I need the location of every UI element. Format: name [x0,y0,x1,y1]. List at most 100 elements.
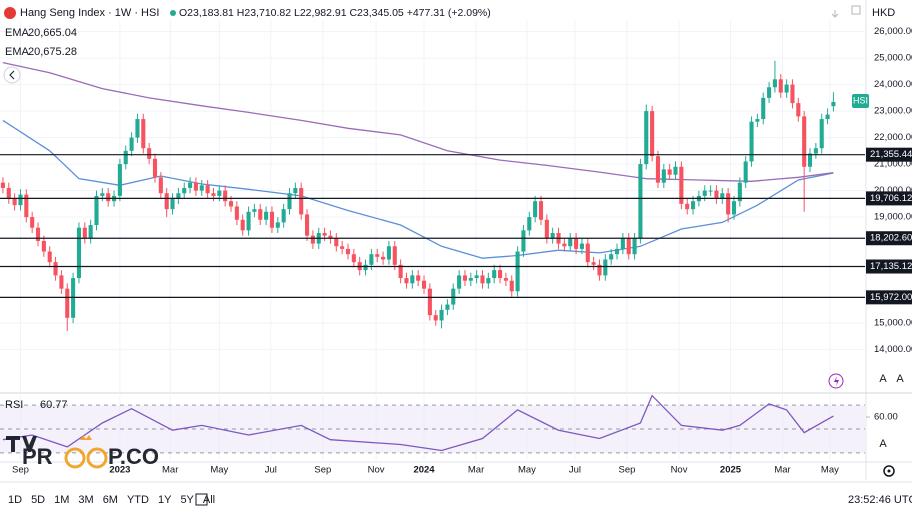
range-button[interactable]: 3M [78,494,93,506]
candle-body [673,166,678,175]
candle-body [117,164,122,196]
level-label-bg [866,290,912,305]
candle-body [691,201,696,210]
candle-body [498,270,503,279]
range-button[interactable]: All [203,494,215,506]
candle-body [562,243,567,247]
candle-body [544,219,549,239]
range-button[interactable]: 5D [31,494,45,506]
x-tick-label: Jul [265,465,277,476]
candle-body [614,248,620,255]
currency: HKD [872,7,895,19]
candle-body [129,137,134,151]
candle-body [620,238,625,249]
candle-body [152,158,158,178]
candle-body [351,254,356,263]
plot [0,60,836,452]
rsi-auto-scale[interactable]: A [879,438,887,450]
candle-body [480,275,485,284]
candle-body [299,187,304,215]
candle-body [708,190,713,192]
candle-body [182,187,187,194]
candle-body [767,87,772,98]
calendar-icon[interactable] [195,493,208,506]
range-button[interactable]: 1Y [158,494,172,506]
candle-body [638,164,643,239]
candle-body [755,119,760,122]
range-button[interactable]: 1M [54,494,69,506]
candle-body [305,214,310,236]
candle-body [796,103,801,117]
candle-body [445,304,450,310]
candle-body [521,230,526,252]
candle-body [188,182,193,188]
candle-body [761,97,766,120]
candle-body [632,238,637,255]
x-tick-label: May [210,465,228,476]
y-tick-label: 19,000.00 [874,212,912,223]
ema-line [2,119,834,259]
x-tick-label: May [518,465,536,476]
range-button[interactable]: 6M [103,494,118,506]
candle-body [293,187,298,194]
candle-body [340,246,345,249]
collapse-icon [9,70,15,80]
candle-body [427,288,432,316]
range-bar: 1D 5D 1M 3M 6M YTD 1Y 5Y All [8,494,215,506]
settings-icon[interactable] [883,465,895,477]
candle-body [492,270,497,279]
y-tick-label: 14,000.00 [874,344,912,355]
candle-body [772,79,777,88]
alert-icon[interactable] [828,373,844,389]
candle-body [398,264,403,279]
x-tick-label: Mar [468,465,484,476]
candle-body [6,187,11,199]
candle-body [603,259,608,276]
candle-body [170,198,175,210]
range-button[interactable]: YTD [127,494,149,506]
candle-body [287,193,292,210]
rsi-value: 60.77 [40,399,68,411]
candle-body [702,190,707,196]
ema-value: 20,665.04 [28,27,77,39]
candle-body [135,119,140,138]
download-icon[interactable] [831,10,839,18]
level-label-bg [866,231,912,246]
window-icon[interactable] [851,5,861,15]
candle-body [59,275,64,289]
candle-body [533,201,538,218]
auto-scale[interactable]: A [879,373,887,385]
x-tick-label: Nov [368,465,385,476]
x-tick-label: 2025 [720,465,742,476]
candle-body [392,246,397,265]
level-label: 17,135.12 [870,261,912,272]
candle-body [234,206,239,220]
logo-ring [86,447,108,469]
candle-body [486,278,491,284]
candle-body [246,211,251,231]
candle-body [790,84,795,104]
x-tick-label: Sep [314,465,331,476]
log-scale[interactable]: A [896,373,904,385]
candle-body [737,182,742,202]
level-label: 21,355.44 [870,149,912,160]
candle-body [164,193,169,210]
candle-body [211,193,216,196]
candle-body [375,254,380,257]
ohlc-legend: O23,183.81 H23,710.82 L22,982.91 C23,345… [179,7,491,19]
candle-body [579,243,584,249]
logo-ring [64,447,86,469]
candle-body [199,185,204,191]
candle-body [609,254,614,260]
x-tick-label: Mar [162,465,178,476]
candle-body [100,193,105,196]
candle-body [363,264,368,271]
candle-body [527,217,532,231]
candle-body [0,182,5,188]
candle-body [328,235,333,239]
range-button[interactable]: 5Y [180,494,194,506]
candle-body [205,185,210,194]
range-button[interactable]: 1D [8,494,22,506]
collapse-button[interactable] [3,66,21,84]
